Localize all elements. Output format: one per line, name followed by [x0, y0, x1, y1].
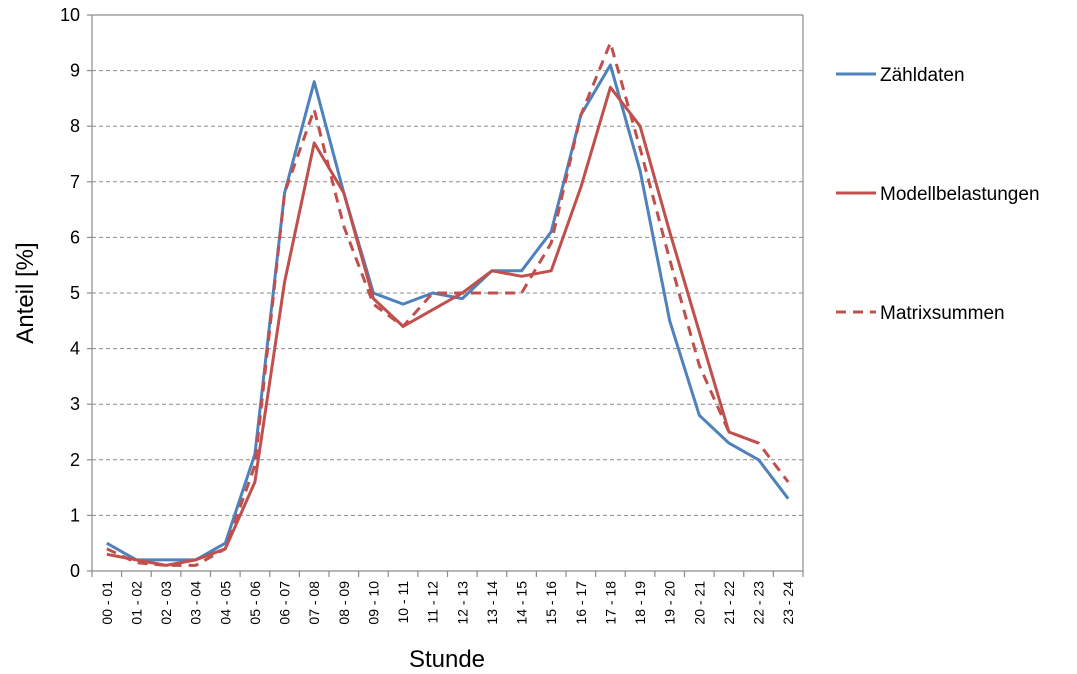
x-axis-title: Stunde — [409, 646, 485, 673]
y-tick-label: 3 — [70, 394, 80, 414]
series-lines — [107, 43, 788, 566]
y-tick-label: 1 — [70, 505, 80, 525]
x-tick-label: 02 - 03 — [158, 581, 174, 625]
x-tick-label: 09 - 10 — [365, 581, 381, 625]
x-tick-label: 11 - 12 — [425, 581, 441, 624]
y-tick-label: 8 — [70, 116, 80, 136]
x-tick-label: 07 - 08 — [306, 581, 322, 625]
x-tick-label: 21 - 22 — [721, 581, 737, 625]
y-tick-label: 6 — [70, 227, 80, 247]
x-tick-label: 03 - 04 — [188, 581, 204, 625]
x-tick-label: 01 - 02 — [128, 581, 144, 625]
x-tick-label: 17 - 18 — [602, 581, 618, 625]
y-tick-label: 4 — [70, 339, 80, 359]
x-tick-label: 10 - 11 — [395, 581, 411, 624]
y-tick-label: 0 — [70, 561, 80, 581]
series-line-2 — [107, 87, 759, 565]
x-tick-label: 06 - 07 — [277, 581, 293, 625]
x-tick-label: 16 - 17 — [573, 581, 589, 625]
x-tick-label: 00 - 01 — [99, 581, 115, 625]
x-tick-label: 19 - 20 — [662, 581, 678, 625]
x-tick-label: 08 - 09 — [336, 581, 352, 625]
legend-label-1: Zähldaten — [880, 65, 965, 86]
x-tick-label: 04 - 05 — [217, 581, 233, 625]
x-tick-label: 20 - 21 — [691, 581, 707, 625]
y-tick-label: 5 — [70, 283, 80, 303]
y-tick-label: 7 — [70, 172, 80, 192]
x-tick-label: 13 - 14 — [484, 581, 500, 625]
y-axis-title: Anteil [%] — [12, 242, 39, 343]
grid-lines — [92, 15, 803, 515]
legend-label-3: Matrixsummen — [880, 303, 1005, 324]
x-tick-label: 05 - 06 — [247, 581, 263, 625]
x-tick-label: 12 - 13 — [454, 581, 470, 625]
x-tick-label: 23 - 24 — [780, 581, 796, 625]
x-tick-label: 15 - 16 — [543, 581, 559, 625]
y-tick-label: 9 — [70, 61, 80, 81]
x-tick-label: 14 - 15 — [514, 581, 530, 625]
y-tick-label: 2 — [70, 450, 80, 470]
x-tick-label: 18 - 19 — [632, 581, 648, 625]
series-line-3 — [107, 43, 788, 566]
legend: Zähldaten Modellbelastungen Matrixsummen — [836, 65, 1040, 324]
y-tick-label: 10 — [60, 5, 80, 25]
x-tick-label: 22 - 23 — [751, 581, 767, 625]
legend-label-2: Modellbelastungen — [880, 184, 1040, 205]
